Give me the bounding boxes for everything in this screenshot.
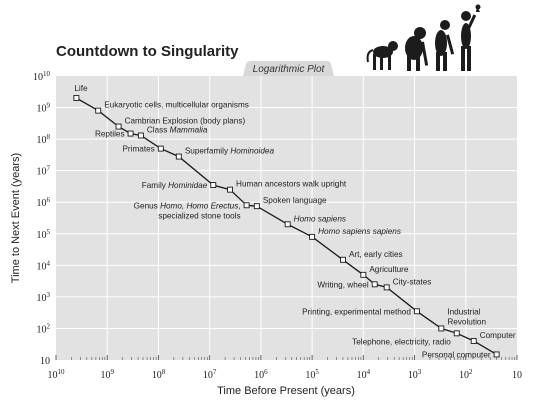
x-tick-label: 107 [203, 368, 217, 381]
data-label-line2: specialized stone tools [158, 211, 240, 220]
y-tick-label: 102 [37, 322, 51, 335]
data-point [413, 308, 420, 315]
data-point [157, 145, 164, 152]
data-point [383, 284, 390, 291]
early-hominid-silhouette [435, 20, 455, 71]
y-tick-label: 10 [40, 356, 50, 367]
data-labels: Life Eukaryotic cells, multicellular orga… [74, 84, 516, 359]
x-tick-label: 109 [100, 368, 114, 381]
y-tick-label: 1010 [33, 70, 51, 83]
y-axis-label: Time to Next Event (years) [10, 153, 22, 283]
data-point [137, 132, 144, 139]
y-tick-label: 109 [37, 102, 51, 115]
data-label: Reptiles [95, 130, 125, 139]
data-point [115, 123, 122, 130]
data-point [470, 338, 477, 344]
data-point [127, 130, 134, 137]
data-label: Computer [480, 331, 516, 340]
data-label: Agriculture [369, 265, 409, 274]
data-point [438, 325, 445, 332]
x-axis-label: Time Before Present (years) [217, 385, 355, 397]
y-tick-label: 106 [37, 196, 51, 209]
y-tick-label: 107 [37, 165, 51, 178]
data-label: Telephone, electricity, radio [352, 337, 451, 346]
data-label: Printing, experimental method [302, 307, 411, 316]
data-label: Human ancestors walk upright [236, 180, 347, 189]
x-tick-label: 106 [254, 368, 268, 381]
data-label: Cambrian Explosion (body plans) [125, 117, 246, 126]
data-point [339, 256, 346, 263]
data-label: Art, early cities [349, 250, 403, 259]
data-label: City-states [393, 277, 432, 286]
data-point [453, 330, 460, 337]
x-tick-label: 102 [459, 368, 473, 381]
data-point [309, 233, 316, 240]
data-label: Primates [122, 145, 154, 154]
data-label: Industrial [447, 307, 480, 316]
data-label: Writing, wheel [317, 280, 368, 289]
chart-title: Countdown to Singularity [56, 43, 239, 60]
data-label: Eukaryotic cells, multicellular organism… [104, 101, 249, 110]
monkey-silhouette [366, 41, 398, 70]
data-point [371, 281, 378, 288]
data-label: Homo sapiens [294, 214, 346, 223]
y-tick-label: 105 [37, 228, 51, 241]
evolution-illustration [366, 4, 481, 71]
data-label-line2: Revolution [447, 317, 486, 326]
y-tick-label: 103 [37, 291, 51, 304]
data-label: Spoken language [263, 196, 327, 205]
x-tick-label: 1010 [48, 368, 66, 381]
y-tick-label: 108 [37, 133, 51, 146]
x-tick-label: 108 [152, 368, 166, 381]
data-point [493, 351, 500, 358]
y-tick-label: 104 [37, 259, 51, 272]
data-point [210, 182, 217, 189]
data-label: Homo sapiens sapiens [318, 227, 401, 236]
ape-silhouette [405, 27, 429, 71]
series-line [76, 97, 497, 355]
data-label: Family Hominidae [142, 181, 208, 190]
data-point [227, 186, 234, 193]
data-label: Class Mammalia [147, 126, 208, 135]
y-axis-ticks: 10 102 103 104 105 106 107 108 109 1010 [33, 70, 51, 367]
data-point [73, 95, 80, 102]
data-point [360, 271, 367, 278]
subtitle-tab: Logarithmic Plot [243, 61, 334, 76]
data-label: Superfamily Hominoidea [185, 147, 275, 156]
data-markers [73, 95, 500, 358]
x-tick-label: 10 [512, 370, 522, 381]
data-label: Life [74, 84, 88, 93]
x-tick-label: 105 [305, 368, 319, 381]
data-point [284, 221, 291, 228]
chart-subtitle: Logarithmic Plot [253, 64, 326, 75]
data-label: Personal computer [422, 350, 491, 359]
data-point [175, 153, 182, 160]
data-label: Genus Homo, Homo Erectus, [134, 201, 241, 210]
x-tick-label: 104 [357, 368, 371, 381]
data-point [95, 107, 102, 114]
plot-area [56, 76, 517, 360]
x-axis-ticks: 1010 109 108 107 106 105 104 103 102 10 [48, 368, 523, 381]
data-point [253, 203, 260, 210]
x-tick-label: 103 [408, 368, 422, 381]
data-point [243, 202, 250, 209]
human-with-torch-silhouette [461, 4, 481, 71]
